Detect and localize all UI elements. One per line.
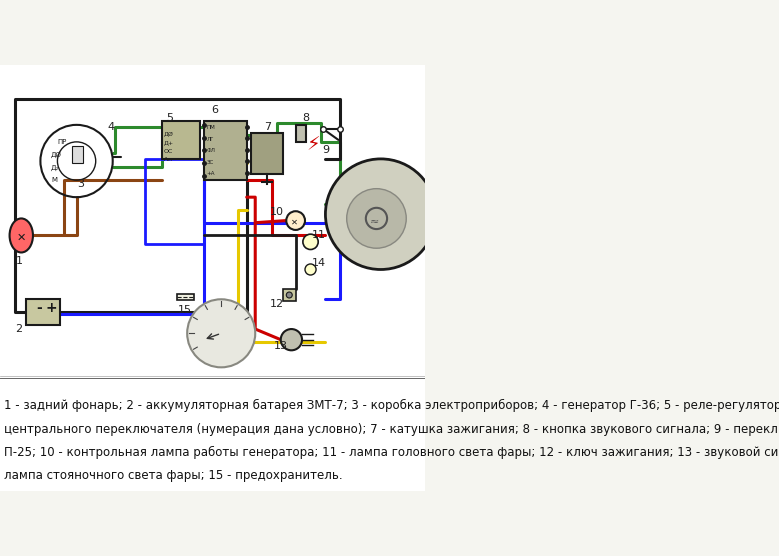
Circle shape [305,264,316,275]
Text: центрального переключателя (нумерация дана условно); 7 - катушка зажигания; 8 - : центрального переключателя (нумерация да… [4,423,779,436]
Text: 9: 9 [322,145,329,155]
Ellipse shape [9,219,33,252]
Text: 2: 2 [16,324,23,334]
Text: -: - [36,301,42,315]
Text: +А: +А [206,171,215,176]
Bar [296,125,306,142]
Text: 3: 3 [77,180,84,190]
Bar [251,133,283,174]
Text: ≈: ≈ [370,217,379,227]
Text: 10: 10 [270,207,284,217]
Text: ДØ: ДØ [51,152,62,158]
Text: ⚡: ⚡ [306,135,320,155]
Circle shape [187,299,256,368]
Bar [0,65,425,376]
Circle shape [326,159,436,270]
Text: 1 - задний фонарь; 2 - аккумуляторная батарея ЗМТ-7; 3 - коробка электроприборов: 1 - задний фонарь; 2 - аккумуляторная ба… [4,399,779,413]
Text: 7: 7 [264,122,272,132]
Text: 13: 13 [273,341,287,351]
Circle shape [287,292,292,298]
Text: ПР: ПР [58,139,67,145]
Circle shape [303,234,318,250]
Circle shape [287,211,305,230]
Text: 4: 4 [107,122,115,132]
Bar [177,294,193,300]
Text: ПМ: ПМ [206,125,215,130]
Text: П-25; 10 - контрольная лампа работы генератора; 11 - лампа головного света фары;: П-25; 10 - контрольная лампа работы гене… [4,446,779,459]
Bar [162,121,200,159]
Text: ЛГ: ЛГ [206,137,213,142]
Text: +: + [46,301,58,315]
Text: Д₂: Д₂ [51,165,59,171]
Text: 8: 8 [303,113,310,123]
Text: ЗС: ЗС [206,160,213,165]
Circle shape [347,188,407,248]
Text: 12: 12 [270,299,284,309]
Text: М: М [51,177,57,183]
Text: Ам: Ам [164,157,173,162]
Text: ФЛ: ФЛ [206,148,215,153]
Text: Д+: Д+ [164,140,174,145]
Text: 6: 6 [211,105,218,115]
Bar [72,146,83,163]
Circle shape [280,329,302,350]
Bar [0,376,425,491]
Bar [204,121,247,180]
Text: 14: 14 [312,258,326,268]
Text: 5: 5 [167,113,174,123]
Text: ✕: ✕ [16,232,26,242]
Text: ДØ: ДØ [164,131,174,136]
Text: 15: 15 [178,305,192,315]
Text: ОС: ОС [164,148,173,153]
Text: ✕: ✕ [291,218,298,227]
Text: 11: 11 [312,230,326,240]
Bar [283,289,296,301]
Text: 1: 1 [16,256,23,266]
Bar [26,299,59,325]
Text: лампа стояночного света фары; 15 - предохранитель.: лампа стояночного света фары; 15 - предо… [4,469,343,483]
